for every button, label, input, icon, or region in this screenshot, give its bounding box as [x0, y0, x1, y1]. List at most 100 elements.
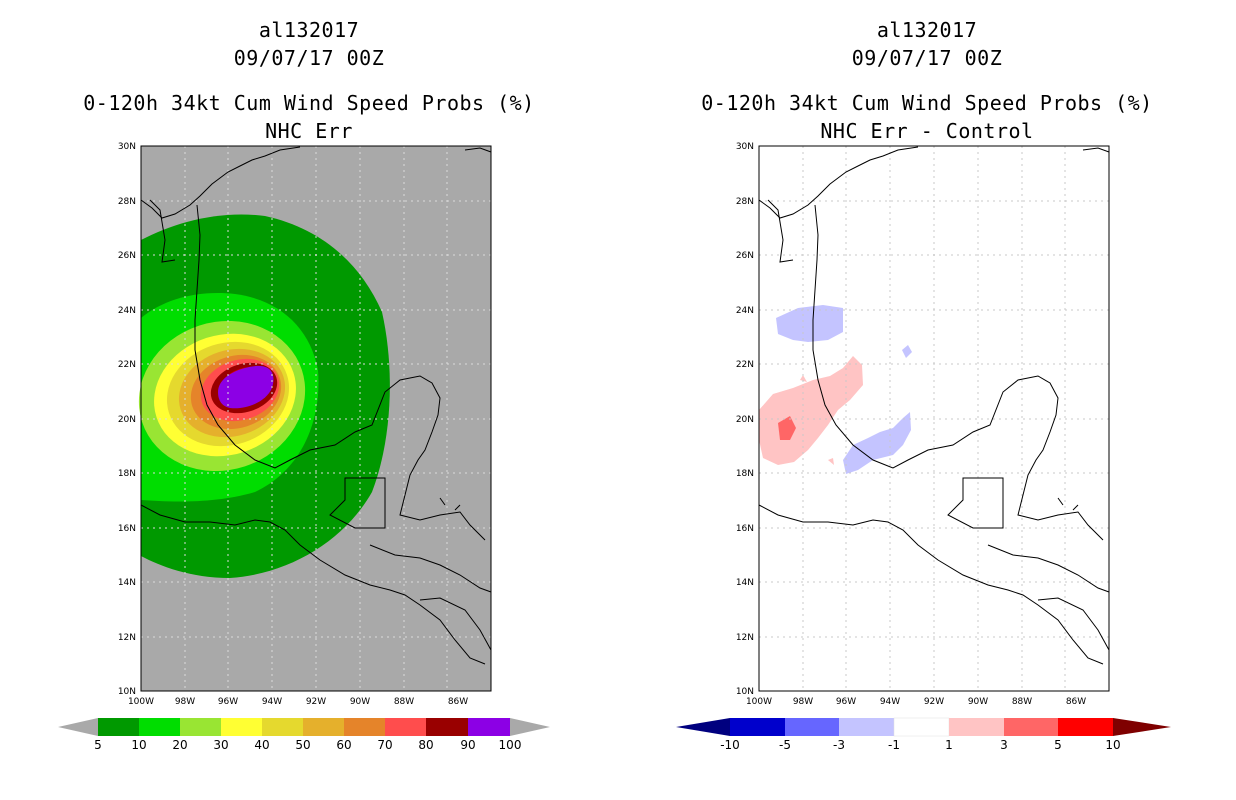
lat-label: 10N — [118, 687, 136, 697]
lon-label: 92W — [924, 697, 944, 707]
colorbar-label: 50 — [295, 738, 310, 752]
datetime: 09/07/17 00Z — [851, 46, 1003, 70]
right-panel: al132017 09/07/17 00Z 0-120h 34kt Cum Wi… — [618, 0, 1236, 800]
contour-100 — [218, 365, 274, 409]
lon-label: 86W — [448, 697, 468, 707]
lat-label: 28N — [118, 197, 136, 207]
colorbar-bin — [839, 718, 894, 736]
lon-label: 100W — [128, 697, 154, 707]
map-grid — [759, 146, 1109, 691]
colorbar-bin — [1058, 718, 1113, 736]
colorbar-label: -10 — [720, 738, 740, 752]
colorbar-bin — [893, 717, 950, 737]
colorbar: 5 10 20 30 40 50 60 70 80 90 100 — [58, 718, 550, 752]
coastline — [140, 146, 492, 665]
lat-label: 12N — [118, 633, 136, 643]
positive-area — [800, 375, 807, 382]
colorbar-bin — [98, 718, 139, 736]
lon-label: 94W — [880, 697, 900, 707]
lon-label: 100W — [746, 697, 772, 707]
lon-label: 94W — [262, 697, 282, 707]
lat-label: 24N — [736, 306, 754, 316]
lat-label: 26N — [736, 251, 754, 261]
lat-label: 24N — [118, 306, 136, 316]
colorbar-bin — [262, 718, 303, 736]
colorbar-label: 70 — [377, 738, 392, 752]
negative-area — [902, 345, 912, 358]
plot-title: 0-120h 34kt Cum Wind Speed Probs (%) — [701, 91, 1153, 115]
colorbar-bin — [730, 718, 785, 736]
map-figure: 30N 28N 26N 24N 22N 20N 18N 16N 14N 12N … — [676, 142, 1171, 752]
colorbar-label: 1 — [945, 738, 953, 752]
lat-label: 30N — [118, 142, 136, 152]
colorbar-label: 3 — [1000, 738, 1008, 752]
positive-area — [828, 458, 834, 465]
colorbar-bin — [180, 718, 221, 736]
colorbar-label: 10 — [131, 738, 146, 752]
lat-label: 26N — [118, 251, 136, 261]
lon-label: 92W — [306, 697, 326, 707]
coastline — [758, 146, 1110, 665]
lat-label: 22N — [118, 360, 136, 370]
colorbar-bin — [426, 718, 468, 736]
map-frame — [140, 145, 492, 692]
colorbar-bin — [1004, 718, 1058, 736]
lon-label: 88W — [394, 697, 414, 707]
positive-area-strong — [778, 416, 796, 440]
lat-label: 10N — [736, 687, 754, 697]
colorbar-bin — [139, 718, 180, 736]
lat-label: 16N — [736, 524, 754, 534]
colorbar-bin — [468, 718, 510, 736]
colorbar-bin — [344, 718, 385, 736]
colorbar-under-arrow — [58, 718, 98, 736]
left-panel: al132017 09/07/17 00Z 0-120h 34kt Cum Wi… — [58, 18, 550, 752]
colorbar-label: 80 — [418, 738, 433, 752]
lat-axis: 30N 28N 26N 24N 22N 20N 18N 16N 14N 12N … — [736, 142, 754, 697]
lat-label: 18N — [736, 469, 754, 479]
map-grid — [141, 146, 491, 691]
lat-label: 20N — [118, 415, 136, 425]
lat-label: 28N — [736, 197, 754, 207]
lon-label: 98W — [175, 697, 195, 707]
colorbar-label: 5 — [1054, 738, 1062, 752]
colorbar-label: 5 — [94, 738, 102, 752]
lat-axis: 30N 28N 26N 24N 22N 20N 18N 16N 14N 12N … — [118, 142, 136, 697]
negative-area — [776, 305, 843, 342]
lat-label: 14N — [118, 578, 136, 588]
lon-label: 96W — [836, 697, 856, 707]
plot-subtitle: NHC Err - Control — [820, 119, 1034, 143]
lon-label: 90W — [968, 697, 988, 707]
negative-area — [843, 412, 911, 474]
colorbar-bin — [221, 718, 262, 736]
map-frame — [758, 145, 1110, 692]
colorbar-label: 30 — [213, 738, 228, 752]
lon-axis: 100W 98W 96W 94W 92W 90W 88W 86W — [746, 697, 1086, 707]
lon-label: 90W — [350, 697, 370, 707]
colorbar: -10 -5 -3 -1 1 3 5 10 — [676, 717, 1171, 752]
lat-label: 12N — [736, 633, 754, 643]
colorbar-label: 40 — [254, 738, 269, 752]
colorbar-bin — [949, 718, 1004, 736]
lat-label: 20N — [736, 415, 754, 425]
colorbar-bin — [385, 718, 426, 736]
colorbar-label: -3 — [833, 738, 845, 752]
plot-subtitle: NHC Err — [265, 119, 353, 143]
lat-label: 30N — [736, 142, 754, 152]
colorbar-bin — [785, 718, 839, 736]
lat-label: 14N — [736, 578, 754, 588]
colorbar-bin — [303, 718, 344, 736]
colorbar-label: 10 — [1105, 738, 1120, 752]
colorbar-label: 90 — [460, 738, 475, 752]
colorbar-under-arrow — [676, 718, 730, 736]
colorbar-label: 60 — [336, 738, 351, 752]
colorbar-label: 20 — [172, 738, 187, 752]
lon-axis: 100W 98W 96W 94W 92W 90W 88W 86W — [128, 697, 468, 707]
lon-label: 88W — [1012, 697, 1032, 707]
lon-label: 96W — [218, 697, 238, 707]
storm-id: al132017 — [876, 18, 978, 42]
difference-contours — [759, 305, 912, 474]
colorbar-over-arrow — [510, 718, 550, 736]
colorbar-label: -1 — [888, 738, 900, 752]
map-figure: 30N 28N 26N 24N 22N 20N 18N 16N 14N 12N … — [58, 142, 550, 752]
lat-label: 16N — [118, 524, 136, 534]
